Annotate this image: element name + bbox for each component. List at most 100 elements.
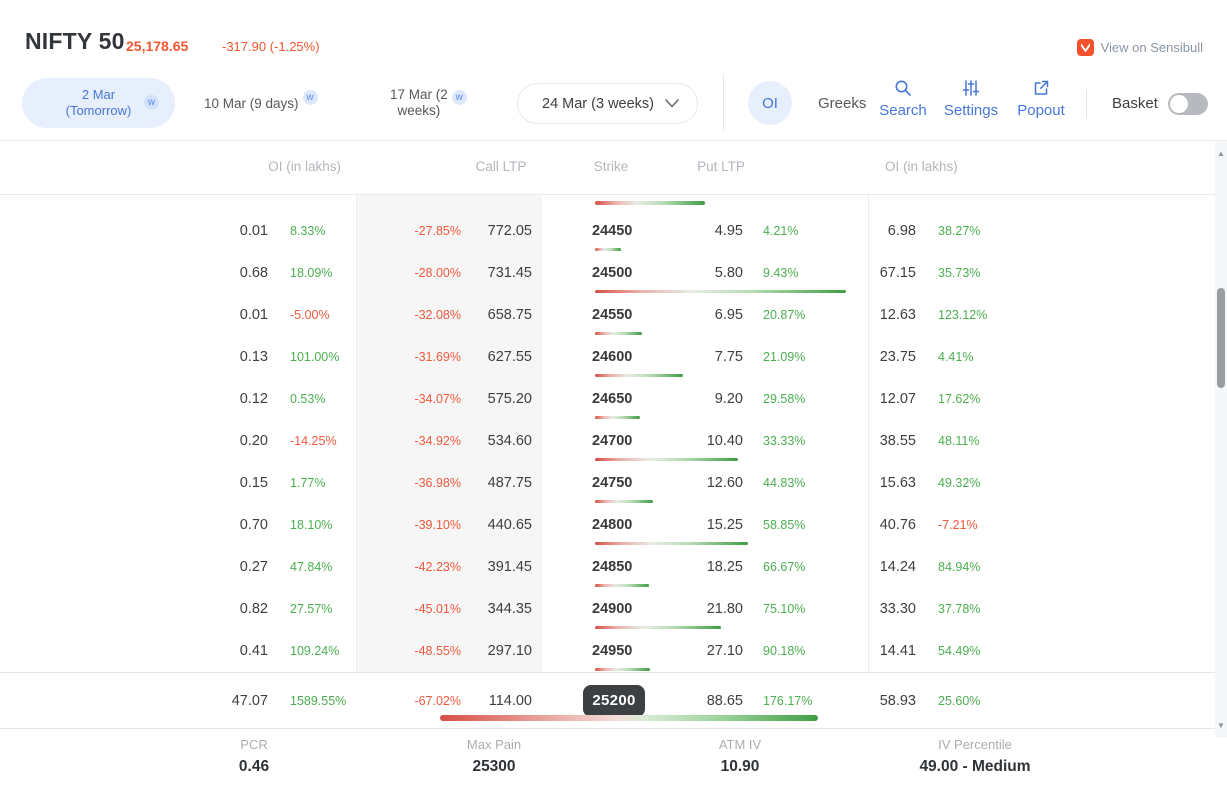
call-ltp-value[interactable]: 114.00 (488, 692, 532, 709)
toolbar-divider (723, 75, 724, 131)
view-on-sensibull-link[interactable]: View on Sensibull (1076, 39, 1203, 56)
call-ltp-value[interactable]: 344.35 (487, 601, 532, 617)
put-ltp-value[interactable]: 9.20 (714, 391, 743, 407)
call-ltp-change: -32.08% (414, 308, 461, 322)
oi-bar (595, 247, 621, 251)
put-ltp-change: 9.43% (763, 266, 799, 280)
scrollbar-thumb[interactable] (1217, 288, 1225, 388)
option-chain-row[interactable]: 0.13 101.00% -31.69% 627.55 24600 7.75 2… (0, 336, 1215, 378)
popout-external-link-icon (1034, 80, 1049, 95)
put-ltp-value[interactable]: 27.10 (706, 643, 743, 659)
popout-button[interactable]: Popout (1006, 79, 1076, 119)
put-oi-change: 84.94% (938, 560, 981, 574)
sensibull-logo-icon (1076, 39, 1094, 56)
option-chain-row[interactable]: 0.27 47.84% -42.23% 391.45 24850 18.25 6… (0, 546, 1215, 588)
toolbar: 2 Mar (Tomorrow) w 10 Mar (9 days) w 17 … (0, 65, 1227, 141)
strike-value[interactable]: 24800 (592, 517, 633, 533)
strike-value[interactable]: 24550 (592, 307, 633, 323)
expiry-tab-3[interactable]: 17 Mar (2 weeks) w (390, 65, 467, 141)
call-ltp-value[interactable]: 575.20 (487, 391, 532, 407)
strike-value[interactable]: 24750 (592, 475, 633, 491)
call-ltp-change: -28.00% (414, 266, 461, 280)
option-chain-row[interactable]: 0.12 0.53% -34.07% 575.20 24650 9.20 29.… (0, 378, 1215, 420)
expiry-tab-2[interactable]: 10 Mar (9 days) w (204, 65, 318, 141)
expiry-tab-selected[interactable]: 2 Mar (Tomorrow) w (22, 78, 175, 128)
option-chain-row[interactable]: 0.15 1.77% -36.98% 487.75 24750 12.60 44… (0, 462, 1215, 504)
column-divider (356, 141, 357, 729)
expiry-dropdown[interactable]: 24 Mar (3 weeks) (517, 83, 698, 124)
oi-bar (595, 499, 654, 503)
strike-value[interactable]: 24500 (592, 265, 633, 281)
atm-strike-row[interactable]: 47.07 1589.55% -67.02% 114.00 25200 88.6… (0, 672, 1215, 729)
itm-shaded-band (357, 141, 542, 672)
call-oi-change: 0.53% (290, 392, 326, 406)
put-ltp-value[interactable]: 88.65 (706, 692, 743, 709)
strike-value[interactable]: 24650 (592, 391, 633, 407)
call-ltp-value[interactable]: 658.75 (487, 307, 532, 323)
put-ltp-value[interactable]: 10.40 (706, 433, 743, 449)
view-toggle-oi[interactable]: OI (748, 81, 792, 125)
weekly-badge: w (451, 89, 467, 105)
oi-bar (595, 201, 705, 205)
option-chain-row[interactable]: 0.01 -5.00% -32.08% 658.75 24550 6.95 20… (0, 294, 1215, 336)
put-ltp-value[interactable]: 4.95 (714, 223, 743, 239)
call-oi-value: 0.68 (239, 265, 268, 281)
call-ltp-value[interactable]: 391.45 (487, 559, 532, 575)
put-oi-change: 48.11% (938, 434, 980, 448)
call-oi-value: 0.70 (239, 517, 268, 533)
strike-value[interactable]: 24600 (592, 349, 633, 365)
strike-value[interactable]: 24450 (592, 223, 633, 239)
strike-value[interactable]: 24850 (592, 559, 633, 575)
put-ltp-value[interactable]: 18.25 (706, 559, 743, 575)
option-chain-row[interactable]: 0.82 27.57% -45.01% 344.35 24900 21.80 7… (0, 588, 1215, 630)
call-oi-change: -14.25% (290, 434, 337, 448)
put-oi-value: 12.07 (879, 391, 916, 407)
option-chain-row[interactable]: 0.01 8.33% -27.85% 772.05 24450 4.95 4.2… (0, 210, 1215, 252)
footer-stats: PCR 0.46 Max Pain 25300 ATM IV 10.90 IV … (0, 729, 1227, 795)
option-chain-row[interactable]: 0.68 18.09% -28.00% 731.45 24500 5.80 9.… (0, 252, 1215, 294)
search-button[interactable]: Search (868, 79, 938, 119)
call-ltp-value[interactable]: 627.55 (487, 349, 532, 365)
call-ltp-value[interactable]: 487.75 (487, 475, 532, 491)
call-ltp-value[interactable]: 534.60 (487, 433, 532, 449)
oi-bar (595, 289, 846, 293)
option-chain-row[interactable]: 0.70 18.10% -39.10% 440.65 24800 15.25 5… (0, 504, 1215, 546)
call-ltp-value[interactable]: 772.05 (487, 223, 532, 239)
scroll-down-icon[interactable]: ▼ (1217, 721, 1225, 730)
put-ltp-value[interactable]: 7.75 (714, 349, 743, 365)
strike-value[interactable]: 24950 (592, 643, 633, 659)
partial-row-above (0, 195, 1215, 210)
put-oi-value: 12.63 (879, 307, 916, 323)
put-ltp-change: 29.58% (763, 392, 806, 406)
vertical-scrollbar[interactable]: ▲ ▼ (1215, 141, 1227, 738)
put-oi-value: 38.55 (879, 433, 916, 449)
call-ltp-value[interactable]: 297.10 (487, 643, 532, 659)
put-ltp-change: 4.21% (763, 224, 799, 238)
settings-button[interactable]: Settings (936, 79, 1006, 119)
put-oi-value: 15.63 (879, 475, 916, 491)
put-ltp-value[interactable]: 12.60 (706, 475, 743, 491)
put-oi-value: 23.75 (879, 349, 916, 365)
view-toggle-greeks[interactable]: Greeks (818, 94, 867, 112)
titlebar: NIFTY 50 25,178.65 -317.90 (-1.25%) View… (0, 0, 1227, 65)
settings-sliders-icon (962, 80, 980, 96)
put-ltp-value[interactable]: 5.80 (714, 265, 743, 281)
basket-toggle[interactable] (1168, 93, 1208, 115)
call-ltp-value[interactable]: 731.45 (487, 265, 532, 281)
put-ltp-value[interactable]: 15.25 (706, 517, 743, 533)
put-oi-value: 14.41 (879, 643, 916, 659)
strike-value[interactable]: 24900 (592, 601, 633, 617)
call-ltp-value[interactable]: 440.65 (487, 517, 532, 533)
put-ltp-change: 33.33% (763, 434, 806, 448)
option-chain-row[interactable]: 0.41 109.24% -48.55% 297.10 24950 27.10 … (0, 630, 1215, 672)
weekly-badge: w (302, 89, 318, 105)
scroll-up-icon[interactable]: ▲ (1217, 149, 1225, 158)
strike-value[interactable]: 24700 (592, 433, 633, 449)
put-ltp-value[interactable]: 6.95 (714, 307, 743, 323)
put-ltp-value[interactable]: 21.80 (706, 601, 743, 617)
put-oi-value: 6.98 (887, 223, 916, 239)
stat-pcr: PCR 0.46 (238, 737, 270, 775)
option-chain-row[interactable]: 0.20 -14.25% -34.92% 534.60 24700 10.40 … (0, 420, 1215, 462)
oi-bar (595, 583, 649, 587)
